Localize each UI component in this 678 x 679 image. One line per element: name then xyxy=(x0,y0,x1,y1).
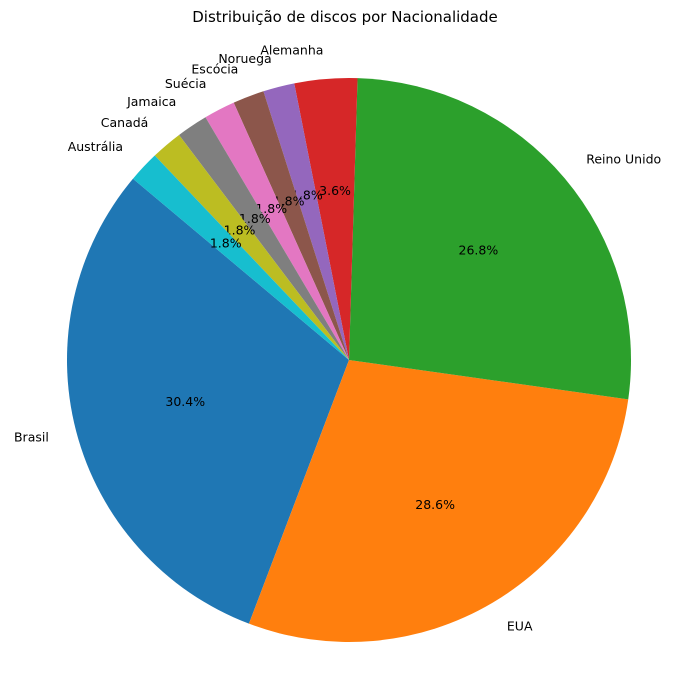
slice-percent-label: 1.8% xyxy=(224,222,256,237)
slice-label: Canadá xyxy=(101,115,149,130)
slice-percent-label: 3.6% xyxy=(319,183,351,198)
pie-slice xyxy=(179,117,349,360)
slice-label: EUA xyxy=(507,619,533,634)
slice-label: Escócia xyxy=(191,62,238,77)
slice-label: Reino Unido xyxy=(586,152,661,167)
slice-label: Jamaica xyxy=(126,94,176,109)
slice-label: Austrália xyxy=(68,139,123,154)
chart-title: Distribuição de discos por Nacionalidade xyxy=(192,8,498,26)
pie-slice xyxy=(154,134,349,360)
slice-percent-label: 26.8% xyxy=(459,242,499,257)
pie-slice xyxy=(263,83,349,361)
pie-slice xyxy=(294,78,358,360)
slice-percent-label: 30.4% xyxy=(165,394,205,409)
pie-slice xyxy=(66,178,349,624)
slice-percent-label: 28.6% xyxy=(415,497,455,512)
slice-label: Suécia xyxy=(165,76,207,91)
slice-percent-label: 1.8% xyxy=(273,193,305,208)
slice-percent-label: 1.8% xyxy=(210,236,242,251)
slice-label: Alemanha xyxy=(260,42,323,57)
pie-slice xyxy=(248,360,629,642)
slice-label: Noruega xyxy=(218,51,271,66)
pie-slice xyxy=(132,155,349,360)
slice-percent-label: 1.8% xyxy=(291,188,323,203)
slice-percent-label: 1.8% xyxy=(255,201,287,216)
pie-slice xyxy=(205,102,349,360)
slice-label: Brasil xyxy=(14,430,49,445)
pie-slice xyxy=(233,91,349,361)
pie-slice xyxy=(349,78,631,400)
slice-percent-label: 1.8% xyxy=(239,211,271,226)
